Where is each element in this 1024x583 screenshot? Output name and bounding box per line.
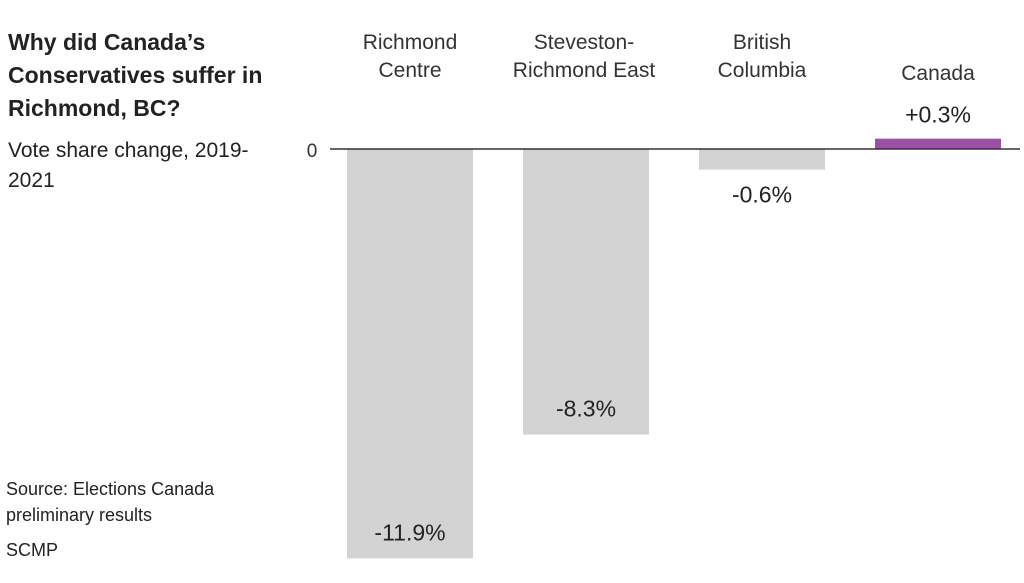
data-label: -11.9% [374, 519, 445, 545]
category-label: Canada [901, 62, 975, 85]
bar [699, 149, 825, 170]
data-label: -8.3% [556, 396, 616, 422]
category-label: Centre [378, 59, 441, 82]
chart-subtitle: Vote share change, 2019-2021 [8, 139, 249, 192]
bar [875, 138, 1001, 149]
data-label: -0.6% [732, 182, 792, 208]
data-label: +0.3% [905, 102, 971, 128]
brand-label: SCMP [6, 540, 59, 560]
category-label: British [733, 31, 791, 54]
chart-title: Why did Canada’s Conservatives suffer in… [8, 29, 263, 121]
category-label: Steveston- [534, 31, 634, 54]
bar [347, 149, 473, 559]
bar [523, 149, 649, 435]
category-label: Richmond [363, 31, 458, 54]
source-note: Source: Elections Canada preliminary res… [6, 479, 215, 525]
category-label: Columbia [718, 59, 807, 82]
category-label: Richmond East [513, 59, 656, 82]
y-tick-label: 0 [307, 141, 318, 162]
